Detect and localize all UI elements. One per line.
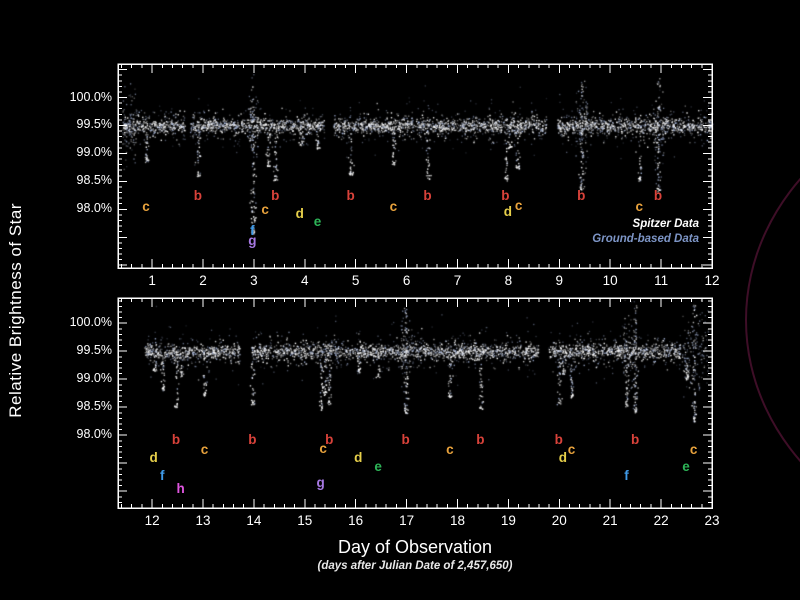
legend-ground-based-data: Ground-based Data	[592, 233, 699, 245]
x-axis-subtitle: (days after Julian Date of 2,457,650)	[317, 560, 513, 572]
y-axis-title-text: Relative Brightness of Star	[6, 202, 25, 418]
legend-spitzer-data: Spitzer Data	[632, 218, 699, 230]
y-axis-title: Relative Brightness of Star	[2, 130, 30, 490]
legend: Spitzer Data Ground-based Data	[592, 217, 699, 247]
x-axis-title: Day of Observation	[337, 537, 493, 557]
